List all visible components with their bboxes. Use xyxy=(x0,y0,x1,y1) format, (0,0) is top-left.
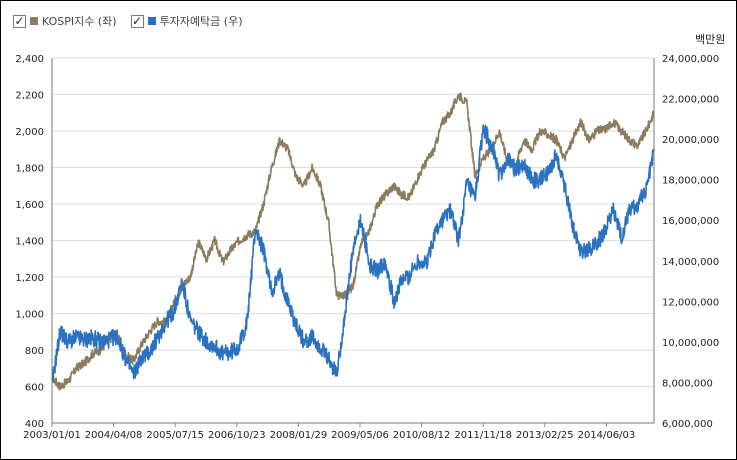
y-right-tick-label: 16,000,000 xyxy=(662,216,719,227)
legend-label-kospi: KOSPI지수 (좌) xyxy=(42,15,117,28)
y-left-tick-label: 1,400 xyxy=(15,237,44,248)
y-right-tick-label: 24,000,000 xyxy=(662,54,719,65)
x-tick-label: 2013/02/25 xyxy=(516,430,574,441)
y-left-tick-label: 2,400 xyxy=(15,54,44,65)
y-left-tick-label: 1,000 xyxy=(15,310,44,321)
legend-label-deposits: 투자자예탁금 (우) xyxy=(159,15,243,28)
legend-swatch-deposits xyxy=(147,17,156,25)
x-tick-label: 2014/06/03 xyxy=(578,430,636,441)
right-axis-unit-label: 백만원 xyxy=(695,33,726,46)
y-right-tick-label: 14,000,000 xyxy=(662,257,719,268)
legend-item-deposits[interactable]: ✓ 투자자예탁금 (우) xyxy=(130,13,243,29)
y-right-tick-label: 20,000,000 xyxy=(662,135,719,146)
y-right-tick-label: 22,000,000 xyxy=(662,95,719,106)
legend-item-kospi[interactable]: ✓ KOSPI지수 (좌) xyxy=(13,13,117,29)
checkbox-checked-icon[interactable]: ✓ xyxy=(13,14,26,28)
x-tick-label: 2005/07/15 xyxy=(146,430,204,441)
y-right-tick-label: 10,000,000 xyxy=(662,338,719,349)
series-line-kospi xyxy=(51,92,655,391)
x-tick-label: 2004/04/08 xyxy=(85,430,143,441)
y-left-tick-label: 1,600 xyxy=(15,200,44,211)
legend: ✓ KOSPI지수 (좌) ✓ 투자자예탁금 (우) xyxy=(13,12,257,30)
x-tick-label: 2008/01/29 xyxy=(270,430,328,441)
x-tick-label: 2009/05/06 xyxy=(331,430,389,441)
y-left-tick-label: 1,200 xyxy=(15,273,44,284)
x-tick-label: 2011/11/18 xyxy=(454,430,512,441)
y-left-tick-label: 2,000 xyxy=(15,127,44,138)
y-right-tick-label: 6,000,000 xyxy=(662,419,713,430)
x-tick-label: 2006/10/23 xyxy=(208,430,266,441)
y-right-tick-label: 12,000,000 xyxy=(662,297,719,308)
legend-swatch-kospi xyxy=(30,17,38,25)
y-left-tick-label: 2,200 xyxy=(15,91,44,102)
y-right-tick-label: 18,000,000 xyxy=(662,176,719,187)
y-left-tick-label: 1,800 xyxy=(15,164,44,175)
series-line-deposits xyxy=(51,124,655,382)
x-tick-label: 2010/08/12 xyxy=(393,430,451,441)
x-tick-label: 2003/01/01 xyxy=(23,430,81,441)
y-left-tick-label: 800 xyxy=(25,346,44,357)
y-left-tick-label: 600 xyxy=(25,383,44,394)
checkbox-checked-icon[interactable]: ✓ xyxy=(130,14,144,28)
y-left-tick-label: 400 xyxy=(25,419,44,430)
y-right-tick-label: 8,000,000 xyxy=(662,378,713,389)
